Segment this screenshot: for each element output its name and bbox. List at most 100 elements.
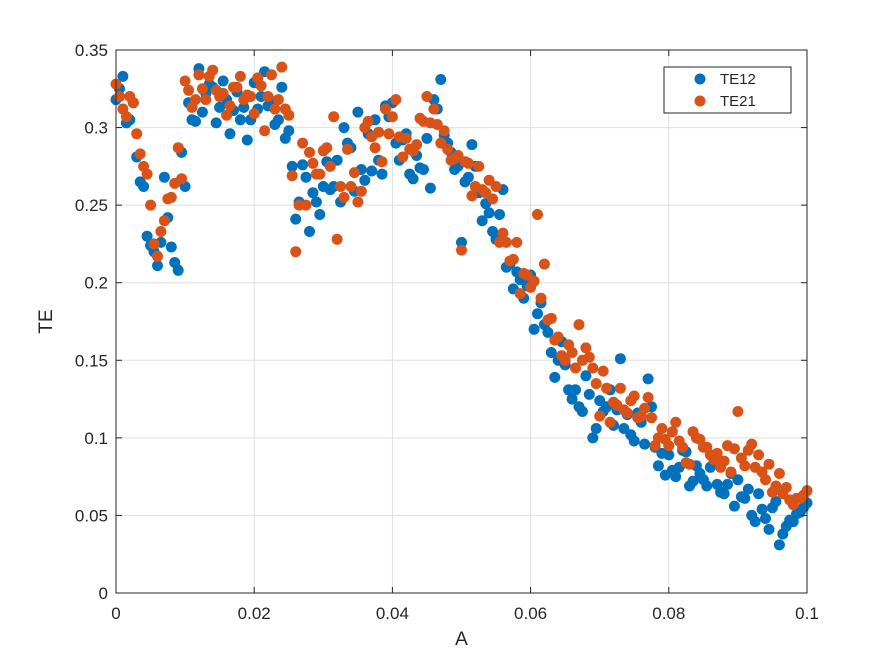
data-point-te21 [324, 160, 336, 172]
data-point-te21 [487, 193, 499, 205]
data-point-te21 [162, 193, 174, 205]
data-point-te21 [514, 288, 526, 300]
data-point-te12 [165, 241, 177, 253]
data-point-te21 [190, 94, 201, 106]
data-point-te12 [424, 182, 436, 194]
data-point-te12 [196, 106, 208, 118]
legend-marker-te21 [694, 95, 706, 107]
data-point-te12 [694, 468, 706, 479]
data-point-te12 [117, 70, 129, 82]
data-point-te21 [276, 61, 288, 73]
data-point-te21 [715, 461, 727, 473]
data-point-te12 [770, 496, 782, 507]
data-point-te21 [604, 416, 616, 428]
plot-area [116, 50, 807, 593]
data-point-te21 [400, 132, 412, 144]
data-point-te12 [580, 370, 592, 382]
data-point-te12 [614, 353, 626, 365]
data-point-te21 [193, 69, 205, 81]
data-point-te12 [421, 132, 433, 144]
legend-label-te21: TE21 [720, 93, 756, 110]
data-point-te21 [753, 449, 765, 461]
data-point-te12 [532, 308, 543, 320]
data-point-te12 [777, 528, 789, 540]
data-point-te21 [345, 181, 357, 192]
data-point-te21 [141, 168, 153, 180]
data-point-te21 [532, 209, 543, 220]
data-point-te21 [528, 275, 540, 287]
data-point-te21 [625, 395, 637, 407]
data-point-te21 [362, 115, 374, 127]
data-point-te21 [597, 365, 609, 377]
data-point-te21 [538, 258, 550, 270]
data-point-te21 [421, 91, 433, 102]
data-point-te21 [279, 103, 291, 115]
data-point-te12 [528, 323, 540, 335]
data-point-te21 [369, 142, 381, 154]
series-te21 [110, 61, 813, 511]
x-axis-label: A [455, 629, 468, 650]
data-point-te12 [542, 326, 554, 338]
data-point-te21 [411, 139, 423, 151]
data-point-te21 [583, 351, 595, 363]
data-point-te12 [715, 486, 727, 498]
data-point-te21 [355, 185, 367, 197]
data-point-te21 [742, 444, 754, 456]
data-point-te21 [535, 292, 547, 304]
data-point-te12 [376, 168, 388, 180]
data-point-te21 [335, 181, 347, 192]
data-point-te12 [214, 101, 226, 113]
data-point-te12 [487, 226, 499, 237]
data-point-te12 [279, 132, 291, 144]
data-point-te21 [590, 378, 602, 390]
data-point-te21 [307, 157, 319, 169]
data-point-te12 [276, 81, 288, 93]
data-point-te21 [735, 452, 747, 464]
y-tick-label: 0.1 [84, 429, 108, 448]
data-point-te12 [749, 516, 761, 528]
data-point-te12 [158, 171, 170, 183]
data-point-te12 [483, 207, 495, 219]
x-tick-label: 0 [111, 604, 120, 623]
data-point-te21 [127, 97, 139, 109]
data-point-te12 [338, 122, 350, 134]
data-point-te21 [708, 454, 720, 466]
data-point-te21 [304, 146, 315, 158]
data-point-te12 [297, 159, 309, 171]
data-point-te21 [438, 125, 450, 137]
data-point-te21 [687, 426, 699, 438]
data-point-te12 [224, 128, 236, 140]
data-point-te21 [756, 466, 768, 478]
data-point-te21 [542, 314, 554, 326]
data-point-te21 [390, 94, 402, 106]
data-point-te12 [583, 388, 595, 400]
data-point-te12 [456, 236, 467, 248]
data-point-te12 [217, 75, 229, 87]
y-tick-label: 0.25 [75, 196, 108, 215]
data-point-te21 [466, 190, 478, 202]
data-point-te21 [152, 250, 163, 262]
y-tick-label: 0 [99, 584, 108, 603]
data-point-te21 [618, 404, 630, 416]
data-point-te21 [290, 246, 302, 258]
data-point-te21 [770, 480, 782, 492]
y-axis-label: TE [36, 309, 57, 333]
data-point-te21 [221, 109, 233, 121]
data-point-te12 [756, 503, 768, 515]
data-point-te21 [196, 83, 208, 95]
data-point-te21 [300, 199, 312, 211]
legend-box [663, 66, 792, 114]
data-point-te21 [331, 233, 343, 245]
data-point-te21 [701, 441, 713, 453]
data-point-te21 [773, 468, 785, 479]
data-point-te12 [238, 101, 250, 113]
data-point-te21 [342, 143, 353, 155]
data-point-te21 [725, 466, 737, 478]
data-point-te12 [300, 171, 312, 183]
data-point-te21 [348, 167, 360, 179]
data-point-te12 [290, 213, 302, 225]
data-point-te21 [511, 236, 523, 248]
data-point-te21 [666, 426, 678, 438]
data-point-te12 [732, 474, 744, 486]
